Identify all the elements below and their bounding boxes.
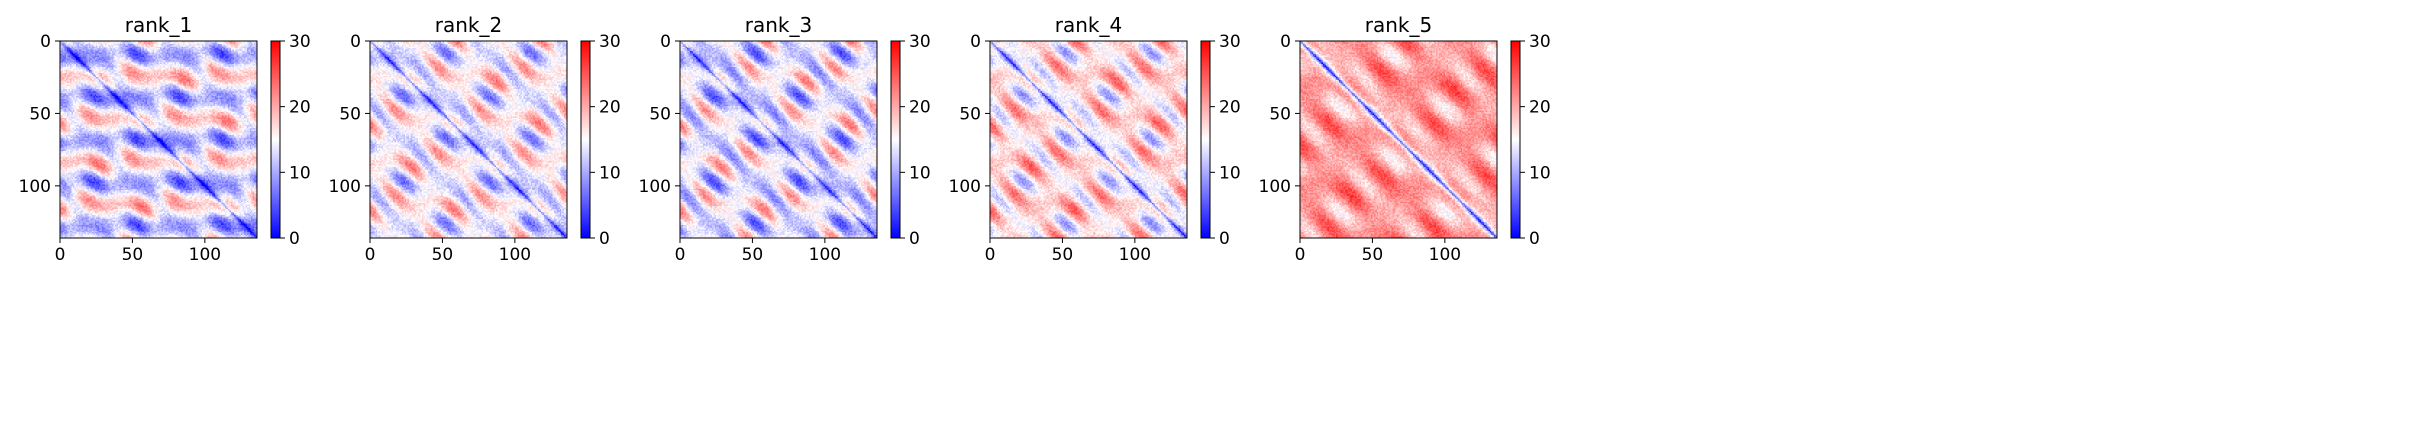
colorbar-tick-label: 30 [289, 32, 311, 52]
heatmap-panel-3: rank_3 0 50 100 0 50 100 0 10 20 30 [639, 13, 931, 265]
y-tick-label: 0 [970, 32, 981, 52]
heatmap-image [60, 41, 257, 238]
colorbar-tick-label: 30 [1219, 32, 1241, 52]
colorbar-tick-label: 10 [289, 163, 311, 183]
y-tick-label: 100 [329, 177, 361, 197]
panel-title: rank_2 [435, 13, 502, 37]
colorbar [890, 40, 901, 239]
heatmap-panel-4: rank_4 0 50 100 0 50 100 0 10 20 30 [949, 13, 1241, 265]
x-tick-label: 50 [742, 245, 764, 265]
panel-title: rank_1 [125, 13, 192, 37]
plot-frame [369, 40, 568, 239]
y-tick-label: 0 [40, 32, 51, 52]
y-tick-label: 50 [649, 104, 671, 124]
heatmap-image [370, 41, 567, 238]
plot-frame [1299, 40, 1498, 239]
y-tick-label: 0 [1280, 32, 1291, 52]
colorbar-tick-label: 30 [599, 32, 621, 52]
colorbar-tick-label: 20 [289, 98, 311, 118]
x-tick-label: 100 [809, 245, 841, 265]
x-tick-label: 50 [1362, 245, 1384, 265]
colorbar-tick-label: 0 [1219, 229, 1230, 249]
x-tick-label: 0 [985, 245, 996, 265]
colorbar-tick-label: 10 [909, 163, 931, 183]
y-tick-label: 50 [1269, 104, 1291, 124]
heatmap-panel-5: rank_5 0 50 100 0 50 100 0 10 20 30 [1259, 13, 1551, 265]
colorbar-tick-label: 10 [1529, 163, 1551, 183]
colorbar-tick-label: 0 [909, 229, 920, 249]
heatmap-panel-2: rank_2 0 50 100 0 50 100 0 10 20 30 [329, 13, 621, 265]
colorbar-tick-label: 10 [599, 163, 621, 183]
y-tick-label: 50 [29, 104, 51, 124]
x-tick-label: 0 [365, 245, 376, 265]
y-tick-label: 50 [959, 104, 981, 124]
y-tick-label: 100 [639, 177, 671, 197]
x-tick-label: 50 [432, 245, 454, 265]
panel-title: rank_4 [1055, 13, 1122, 37]
y-tick-label: 50 [339, 104, 361, 124]
colorbar [1510, 40, 1521, 239]
panel-title: rank_3 [745, 13, 812, 37]
colorbar-tick-label: 0 [289, 229, 300, 249]
y-tick-label: 100 [1259, 177, 1291, 197]
y-tick-label: 0 [660, 32, 671, 52]
x-tick-label: 0 [1295, 245, 1306, 265]
heatmap-image [990, 41, 1187, 238]
x-tick-label: 0 [55, 245, 66, 265]
colorbar [1200, 40, 1211, 239]
heatmap-image [680, 41, 877, 238]
x-tick-label: 50 [122, 245, 144, 265]
y-tick-label: 0 [350, 32, 361, 52]
x-tick-label: 100 [499, 245, 531, 265]
plot-frame [679, 40, 878, 239]
x-tick-label: 0 [675, 245, 686, 265]
colorbar [580, 40, 591, 239]
colorbar [270, 40, 281, 239]
x-tick-label: 100 [1119, 245, 1151, 265]
colorbar-tick-label: 30 [1529, 32, 1551, 52]
heatmap-image [1300, 41, 1497, 238]
x-tick-label: 100 [189, 245, 221, 265]
colorbar-tick-label: 0 [599, 229, 610, 249]
heatmap-panel-1: rank_1 0 50 100 0 50 100 0 10 20 30 [19, 13, 311, 265]
plot-frame [59, 40, 258, 239]
colorbar-tick-label: 10 [1219, 163, 1241, 183]
colorbar-tick-label: 20 [599, 98, 621, 118]
panel-title: rank_5 [1365, 13, 1432, 37]
y-tick-label: 100 [949, 177, 981, 197]
colorbar-tick-label: 20 [909, 98, 931, 118]
colorbar-tick-label: 30 [909, 32, 931, 52]
colorbar-tick-label: 20 [1219, 98, 1241, 118]
plot-frame [989, 40, 1188, 239]
colorbar-tick-label: 20 [1529, 98, 1551, 118]
x-tick-label: 100 [1429, 245, 1461, 265]
x-tick-label: 50 [1052, 245, 1074, 265]
colorbar-tick-label: 0 [1529, 229, 1540, 249]
y-tick-label: 100 [19, 177, 51, 197]
